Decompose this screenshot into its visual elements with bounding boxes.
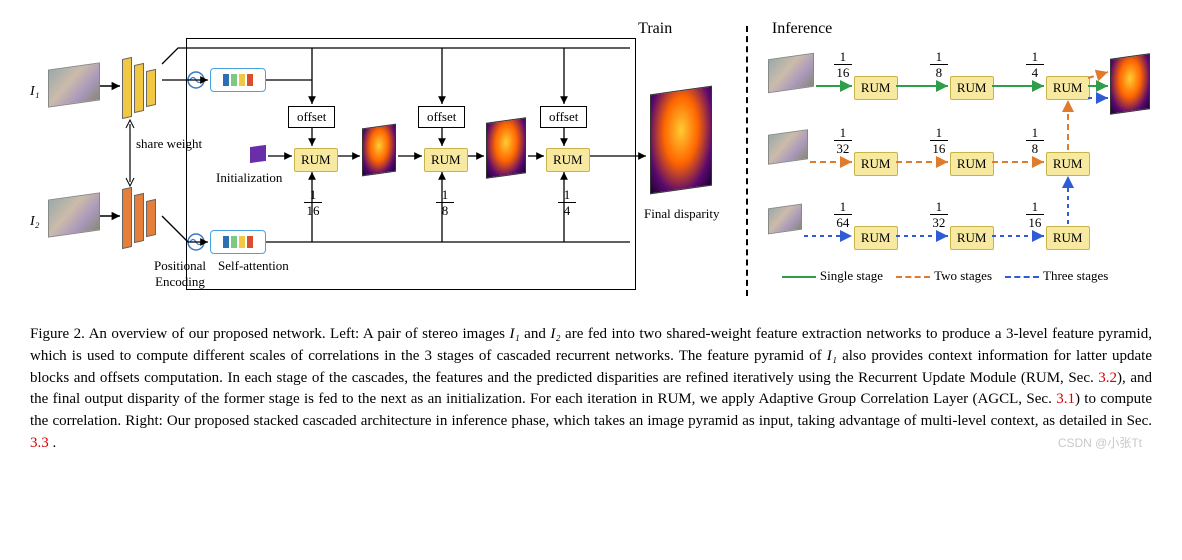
- train-panel: Train I₁ I₂ share weight Positional Enco…: [30, 20, 732, 310]
- ref-3-2: 3.2: [1098, 370, 1117, 386]
- input-image-i2: [48, 192, 100, 237]
- rum-3: RUM: [546, 148, 590, 172]
- r1-rum3: RUM: [1046, 76, 1090, 100]
- caption-i1: I₁: [509, 326, 519, 342]
- i1-label: I₁: [30, 84, 40, 100]
- r1f3: 14: [1026, 50, 1044, 79]
- r1f2: 18: [930, 50, 948, 79]
- feature-pyramid-bottom: [122, 184, 166, 248]
- legend-three: Three stages: [1043, 268, 1108, 283]
- caption-lead: Figure 2.: [30, 326, 85, 342]
- rum-2: RUM: [424, 148, 468, 172]
- disp-2: [486, 117, 526, 179]
- disp-1: [362, 124, 396, 177]
- input-image-i1: [48, 62, 100, 107]
- r3f2: 132: [930, 200, 948, 229]
- feature-pyramid-top: [122, 54, 166, 118]
- r3f1: 164: [834, 200, 852, 229]
- caption-b6: .: [49, 435, 57, 451]
- inference-panel: Inference 116 18 14 RUM RUM RUM 132 116 …: [762, 20, 1152, 310]
- initialization-label: Initialization: [216, 170, 282, 186]
- disp-final: [650, 86, 712, 195]
- offset-1: offset: [288, 106, 335, 128]
- legend-single: Single stage: [820, 268, 883, 283]
- caption-and: and: [520, 326, 551, 342]
- init-disparity: [250, 145, 266, 163]
- inf-img-row3: [768, 204, 802, 235]
- panel-separator: [740, 20, 754, 310]
- figure-row: Train I₁ I₂ share weight Positional Enco…: [30, 20, 1152, 310]
- figure-caption: Figure 2. An overview of our proposed ne…: [30, 324, 1152, 455]
- ref-3-1: 3.1: [1056, 391, 1075, 407]
- inference-title: Inference: [772, 20, 832, 38]
- inf-output-disp: [1110, 53, 1150, 115]
- r3f3: 116: [1026, 200, 1044, 229]
- train-title: Train: [638, 20, 672, 38]
- final-disparity-label: Final disparity: [644, 206, 719, 222]
- r2-rum1: RUM: [854, 152, 898, 176]
- r3-rum1: RUM: [854, 226, 898, 250]
- caption-i1b: I₁: [827, 348, 837, 364]
- legend-two: Two stages: [934, 268, 992, 283]
- frac-4: 14: [558, 188, 576, 217]
- watermark: CSDN @小张Tt: [1058, 434, 1142, 451]
- caption-b1: An overview of our proposed network. Lef…: [85, 326, 510, 342]
- rum-1: RUM: [294, 148, 338, 172]
- offset-2: offset: [418, 106, 465, 128]
- legend: Single stage Two stages Three stages: [782, 268, 1108, 284]
- r2-rum2: RUM: [950, 152, 994, 176]
- r1f1: 116: [834, 50, 852, 79]
- ref-3-3: 3.3: [30, 435, 49, 451]
- frac-16: 116: [304, 188, 322, 217]
- inf-img-row2: [768, 129, 808, 165]
- r3-rum3: RUM: [1046, 226, 1090, 250]
- r2f1: 132: [834, 126, 852, 155]
- offset-3: offset: [540, 106, 587, 128]
- frac-8: 18: [436, 188, 454, 217]
- r2f2: 116: [930, 126, 948, 155]
- r2-rum3: RUM: [1046, 152, 1090, 176]
- r1-rum1: RUM: [854, 76, 898, 100]
- r3-rum2: RUM: [950, 226, 994, 250]
- inf-img-row1: [768, 53, 814, 93]
- i2-label: I₂: [30, 214, 40, 230]
- r2f3: 18: [1026, 126, 1044, 155]
- r1-rum2: RUM: [950, 76, 994, 100]
- caption-i2: I₂: [550, 326, 560, 342]
